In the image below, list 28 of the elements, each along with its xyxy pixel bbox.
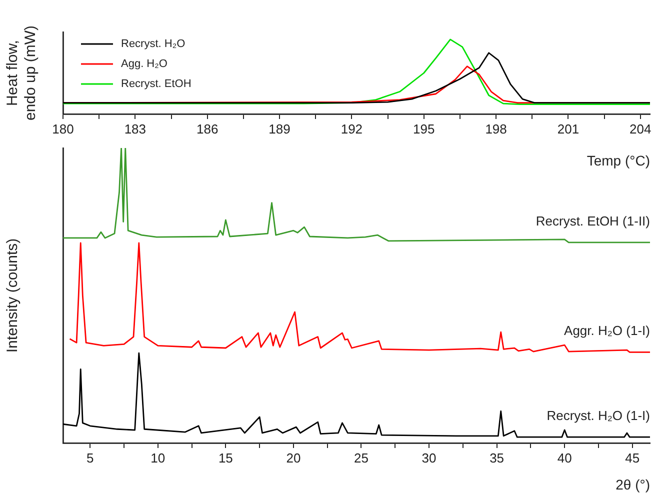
series-label: Aggr. H₂O (1-I) xyxy=(564,323,650,338)
x-tick-label: 5 xyxy=(86,450,94,466)
x-tick-label: 204 xyxy=(630,121,652,136)
x-tick-label: 180 xyxy=(52,121,74,136)
x-tick-label: 201 xyxy=(557,121,580,136)
x-tick-label: 15 xyxy=(218,450,233,466)
legend-label: Recryst. H₂O xyxy=(121,38,186,50)
x-tick-label: 198 xyxy=(485,121,507,136)
x-tick-label: 186 xyxy=(196,121,218,136)
x-tick-label: 40 xyxy=(557,450,572,466)
x-tick-label: 10 xyxy=(150,450,166,466)
x-tick-label: 192 xyxy=(340,121,363,136)
x-axis-title: 2θ (°) xyxy=(616,476,650,492)
y-axis-title: Intensity (counts) xyxy=(4,238,22,353)
x-tick-label: 195 xyxy=(413,121,435,136)
series-label: Recryst. H₂O (1-I) xyxy=(546,408,650,424)
x-tick-label: 35 xyxy=(490,450,504,466)
x-tick-label: 20 xyxy=(286,450,301,466)
x-axis-title: Temp (°C) xyxy=(586,152,650,168)
x-tick-label: 45 xyxy=(625,450,640,466)
legend-label: Agg. H₂O xyxy=(121,58,168,70)
series-label: Recryst. EtOH (1-II) xyxy=(536,213,650,228)
x-tick-label: 30 xyxy=(422,450,436,466)
x-tick-label: 183 xyxy=(124,121,146,136)
x-tick-label: 189 xyxy=(268,121,290,136)
y-axis-title: Heat flow, endo up (mW) xyxy=(4,25,40,121)
legend-label: Recryst. EtOH xyxy=(121,78,192,90)
x-tick-label: 25 xyxy=(354,450,368,466)
